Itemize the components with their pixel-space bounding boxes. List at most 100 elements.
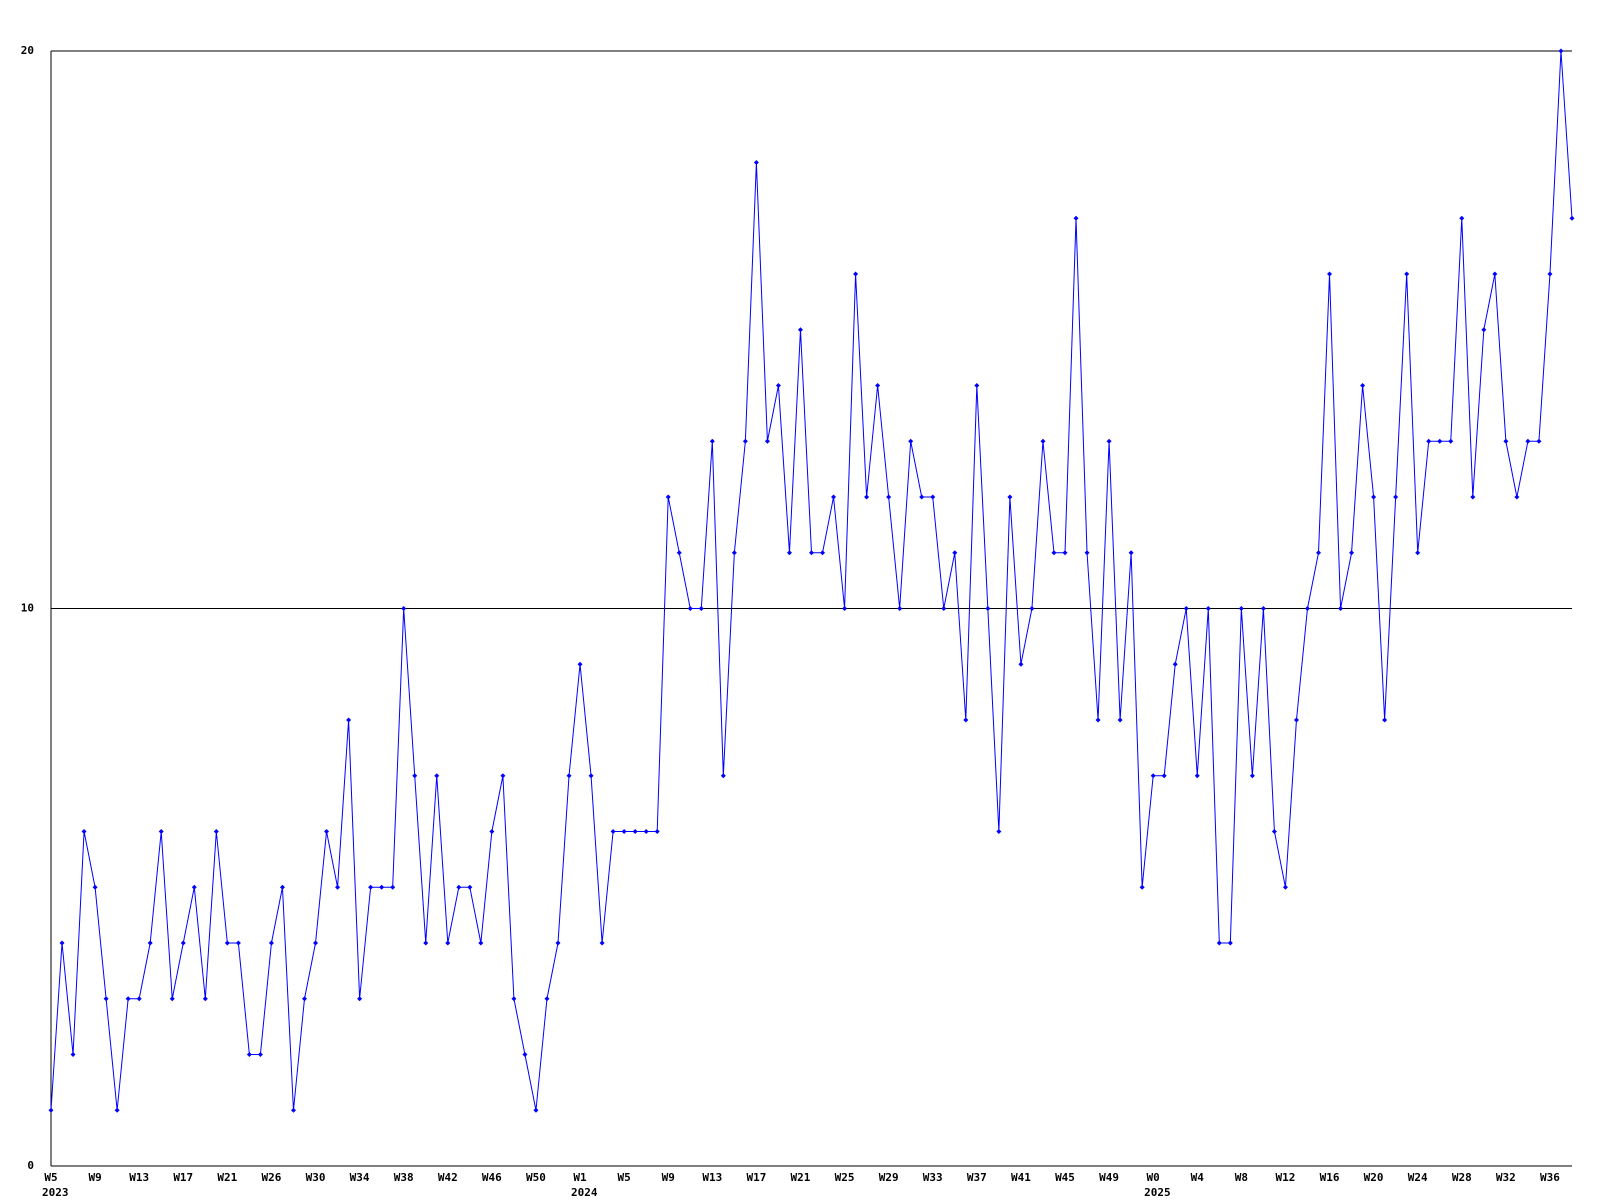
data-point bbox=[357, 996, 363, 1002]
data-point bbox=[500, 773, 506, 779]
data-point bbox=[842, 606, 848, 611]
data-point bbox=[875, 383, 881, 388]
data-point bbox=[412, 773, 418, 779]
data-point bbox=[1051, 550, 1057, 556]
data-point bbox=[1062, 550, 1068, 556]
x-tick-label: W16 bbox=[1320, 1171, 1340, 1184]
data-point bbox=[643, 829, 649, 834]
data-point bbox=[687, 606, 693, 611]
data-point bbox=[820, 550, 826, 556]
data-point bbox=[1349, 550, 1355, 556]
data-point bbox=[1084, 550, 1090, 556]
x-tick-label: W25 bbox=[835, 1171, 855, 1184]
data-point bbox=[1327, 271, 1333, 277]
data-point bbox=[908, 438, 914, 444]
data-point bbox=[1481, 327, 1487, 333]
data-point bbox=[853, 271, 859, 277]
data-point bbox=[1029, 606, 1035, 611]
data-point bbox=[478, 940, 484, 946]
data-point bbox=[1448, 438, 1454, 444]
data-point bbox=[941, 606, 947, 611]
year-label: 2023 bbox=[42, 1186, 69, 1199]
data-point bbox=[1382, 717, 1388, 723]
data-point bbox=[775, 383, 781, 388]
x-tick-label: W46 bbox=[482, 1171, 502, 1184]
x-tick-label: W38 bbox=[394, 1171, 414, 1184]
y-tick-label: 10 bbox=[21, 602, 34, 615]
data-line bbox=[50, 50, 1573, 1111]
data-point bbox=[1437, 438, 1443, 444]
data-point bbox=[511, 996, 517, 1002]
data-point bbox=[632, 829, 638, 834]
data-point bbox=[1271, 829, 1277, 834]
data-point bbox=[753, 160, 759, 165]
data-point bbox=[1238, 606, 1244, 611]
data-point bbox=[963, 717, 969, 723]
data-point bbox=[379, 884, 385, 890]
data-point bbox=[786, 550, 792, 556]
data-point bbox=[279, 884, 285, 890]
data-point bbox=[533, 1107, 539, 1113]
data-point bbox=[1558, 48, 1564, 54]
data-point bbox=[1161, 773, 1167, 779]
data-point bbox=[158, 829, 164, 834]
data-point bbox=[191, 884, 197, 890]
data-point bbox=[654, 829, 660, 834]
data-point bbox=[1536, 438, 1542, 444]
y-tick-label: 0 bbox=[27, 1159, 34, 1172]
x-tick-label: W13 bbox=[129, 1171, 149, 1184]
data-point bbox=[114, 1107, 120, 1113]
data-point bbox=[136, 996, 142, 1002]
data-point bbox=[1426, 438, 1432, 444]
data-point bbox=[489, 829, 495, 834]
data-point bbox=[621, 829, 627, 834]
data-point bbox=[1316, 550, 1321, 556]
data-point bbox=[577, 661, 583, 667]
x-tick-label: W28 bbox=[1452, 1171, 1472, 1184]
data-point bbox=[445, 940, 451, 946]
x-tick-label: W9 bbox=[662, 1171, 675, 1184]
data-point bbox=[1293, 717, 1299, 723]
data-point bbox=[346, 717, 352, 723]
data-point bbox=[103, 996, 109, 1002]
data-point bbox=[566, 773, 572, 779]
data-point bbox=[985, 606, 991, 611]
data-point bbox=[48, 1107, 54, 1113]
data-point bbox=[897, 606, 903, 611]
data-point bbox=[423, 940, 429, 946]
x-tick-label: W12 bbox=[1275, 1171, 1295, 1184]
x-tick-label: W17 bbox=[746, 1171, 766, 1184]
data-point bbox=[1018, 661, 1024, 667]
x-tick-label: W13 bbox=[702, 1171, 722, 1184]
data-point bbox=[390, 884, 396, 890]
data-point bbox=[246, 1052, 252, 1057]
data-point bbox=[555, 940, 561, 946]
x-tick-label: W21 bbox=[791, 1171, 811, 1184]
x-tick-label: W26 bbox=[261, 1171, 281, 1184]
data-point bbox=[302, 996, 307, 1002]
data-point bbox=[92, 884, 98, 890]
data-point bbox=[1525, 438, 1531, 444]
data-point bbox=[1216, 940, 1222, 946]
data-point bbox=[1227, 940, 1233, 946]
data-point bbox=[1106, 438, 1112, 444]
data-point bbox=[1150, 773, 1156, 779]
data-point bbox=[974, 383, 980, 388]
x-tick-label: W5 bbox=[618, 1171, 631, 1184]
data-point bbox=[401, 606, 407, 611]
data-point bbox=[290, 1107, 296, 1113]
data-point bbox=[544, 996, 550, 1002]
x-tick-label: W1 bbox=[573, 1171, 587, 1184]
data-point bbox=[1249, 773, 1255, 779]
year-label: 2024 bbox=[571, 1186, 598, 1199]
x-tick-label: W36 bbox=[1540, 1171, 1560, 1184]
x-tick-label: W29 bbox=[879, 1171, 899, 1184]
data-point bbox=[599, 940, 605, 946]
data-point bbox=[81, 829, 87, 834]
x-tick-label: W5 bbox=[44, 1171, 57, 1184]
data-point bbox=[930, 494, 936, 500]
data-point bbox=[59, 940, 65, 946]
year-label: 2025 bbox=[1144, 1186, 1171, 1199]
data-point bbox=[1282, 884, 1288, 890]
x-tick-label: W32 bbox=[1496, 1171, 1516, 1184]
